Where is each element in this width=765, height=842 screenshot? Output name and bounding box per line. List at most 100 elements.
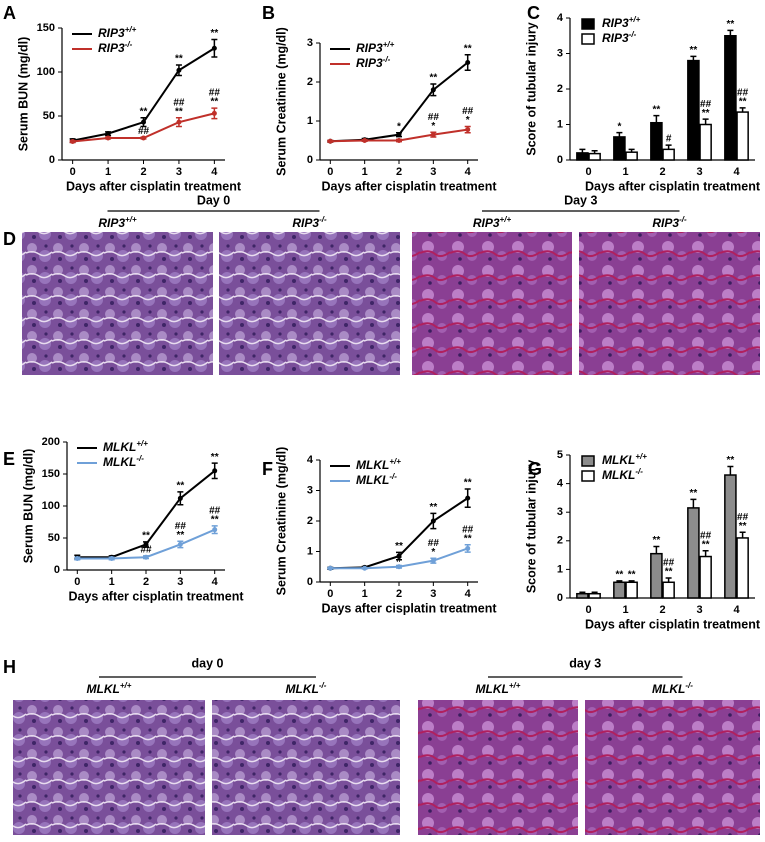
point <box>430 87 436 93</box>
significance-mark: * <box>617 121 621 132</box>
error-bar <box>739 531 746 538</box>
x-tick-label: 4 <box>211 166 218 178</box>
point <box>465 60 471 65</box>
bar <box>650 552 663 599</box>
significance-mark: ** <box>429 73 437 84</box>
point <box>105 131 111 137</box>
bar <box>625 151 638 161</box>
y-tick-label: 2 <box>307 515 313 527</box>
panel-label: E <box>3 449 15 469</box>
point <box>465 127 471 133</box>
panel-label: G <box>528 459 542 479</box>
genotype-label: RIP3+/+ <box>98 215 137 231</box>
legend-label: RIP3+/+ <box>356 40 395 56</box>
bar <box>687 59 700 161</box>
x-tick-label: 1 <box>105 166 111 178</box>
x-tick-label: 0 <box>70 166 76 178</box>
x-tick-label: 0 <box>327 166 333 178</box>
x-tick-label: 2 <box>396 166 402 178</box>
error-bar <box>690 498 697 508</box>
legend-swatch <box>581 18 595 30</box>
point <box>465 545 471 551</box>
x-tick-label: 1 <box>109 576 115 588</box>
y-tick-label: 0 <box>49 154 55 166</box>
histology-image <box>585 700 760 835</box>
point <box>396 138 402 143</box>
significance-mark: ** <box>702 108 710 119</box>
point <box>396 553 402 559</box>
y-tick-label: 4 <box>557 12 564 24</box>
y-tick-label: 0 <box>54 564 60 576</box>
point <box>143 541 149 547</box>
genotype-label: RIP3-/- <box>652 215 687 231</box>
x-tick-label: 4 <box>733 604 740 616</box>
x-tick-label: 4 <box>465 166 472 178</box>
bar <box>588 592 601 599</box>
y-tick-label: 1 <box>557 563 563 575</box>
histology-image <box>219 232 400 375</box>
legend-label: RIP3+/+ <box>602 15 641 31</box>
x-tick-label: 4 <box>733 166 740 178</box>
x-tick-label: 3 <box>177 576 183 588</box>
significance-mark: ** <box>464 533 472 544</box>
group-label: Day 0 <box>197 193 230 207</box>
x-tick-label: 4 <box>465 588 472 600</box>
histology-image <box>22 232 213 375</box>
legend-label: MLKL-/- <box>103 454 144 470</box>
significance-mark: ** <box>175 106 183 117</box>
y-tick-label: 2 <box>557 83 563 95</box>
legend-label: RIP3-/- <box>98 40 133 56</box>
x-tick-label: 2 <box>659 166 665 178</box>
histology-image <box>418 700 578 835</box>
point <box>211 110 217 116</box>
significance-mark: ## <box>209 505 221 516</box>
x-tick-label: 0 <box>74 576 80 588</box>
point <box>177 541 183 547</box>
point <box>430 558 436 564</box>
significance-mark: ** <box>652 535 660 546</box>
y-tick-label: 0 <box>557 592 563 604</box>
group-label: day 0 <box>192 656 224 670</box>
y-tick-label: 50 <box>43 110 55 122</box>
legend-label: RIP3-/- <box>602 30 637 46</box>
y-axis-label: Serum BUN (mg/dl) <box>16 37 30 152</box>
significance-mark: ## <box>663 558 675 569</box>
point <box>212 468 218 474</box>
point <box>327 138 333 144</box>
significance-mark: ** <box>739 96 747 107</box>
point <box>177 495 183 501</box>
point <box>176 119 182 125</box>
bar <box>625 581 638 599</box>
genotype-label: MLKL-/- <box>286 681 327 697</box>
bar <box>687 507 700 599</box>
panel-label: C <box>527 3 540 23</box>
significance-mark: ** <box>726 19 734 30</box>
genotype-label: MLKL+/+ <box>87 681 132 697</box>
x-axis-label: Days after cisplatin treatment <box>321 179 497 193</box>
y-tick-label: 2 <box>307 76 313 88</box>
significance-mark: ** <box>211 452 219 463</box>
significance-mark: ** <box>615 569 623 580</box>
significance-mark: ## <box>462 524 474 535</box>
significance-mark: ## <box>428 112 440 123</box>
legend-label: MLKL+/+ <box>356 457 401 473</box>
significance-mark: ## <box>737 512 749 523</box>
significance-mark: ## <box>175 521 187 532</box>
point <box>176 67 182 73</box>
bar <box>724 474 737 599</box>
significance-mark: ** <box>429 502 437 513</box>
x-tick-label: 3 <box>696 604 702 616</box>
point <box>327 565 333 571</box>
histology-image <box>13 700 205 835</box>
significance-mark: ## <box>462 106 474 117</box>
y-axis-label: Serum Creatinine (mg/dl) <box>274 27 288 176</box>
error-bar <box>653 114 660 123</box>
significance-mark: ** <box>689 45 697 56</box>
point <box>362 565 368 571</box>
significance-mark: ** <box>175 54 183 65</box>
significance-mark: ** <box>464 478 472 489</box>
significance-mark: ## <box>428 538 440 549</box>
significance-mark: ** <box>739 521 747 532</box>
significance-mark: ** <box>464 43 472 54</box>
genotype-label: MLKL+/+ <box>476 681 521 697</box>
